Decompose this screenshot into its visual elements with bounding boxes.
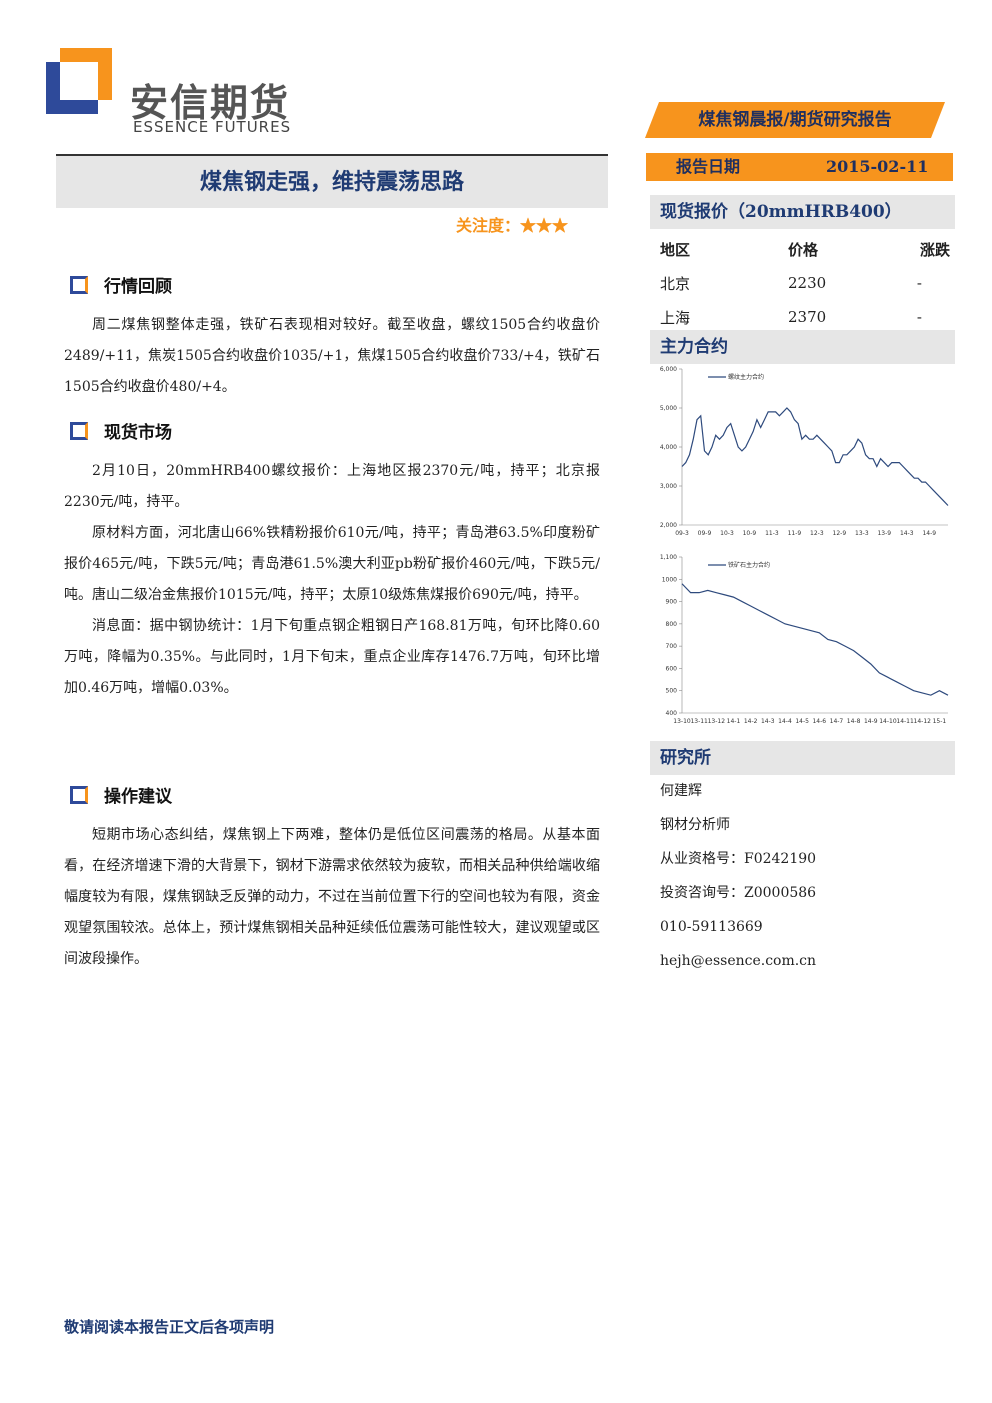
cell: 北京: [660, 274, 691, 293]
y-tick-label: 2,000: [660, 522, 677, 529]
chart: 400 500 600 700 800 900 1000 1,100 13-10 13-11 13-…: [660, 554, 949, 725]
paragraph: 原材料方面，河北唐山66%铁精粉报价610元/吨，持平；青岛港63.5%印度粉矿…: [64, 525, 600, 603]
report-tag: 煤焦钢晨报/期货研究报告: [645, 102, 945, 138]
icon: [70, 275, 88, 294]
paragraph: 周二煤焦钢整体走强，铁矿石表现相对较好。截至收盘，螺纹1505合约收盘价2489…: [64, 317, 600, 395]
line: [681, 583, 949, 696]
heading-text: 现货市场: [104, 423, 172, 443]
spot-heading: 现货报价（20mmHRB400）: [650, 195, 955, 229]
y-tick-label: 1,100: [660, 554, 677, 561]
legend-label: 铁矿石主力合约: [728, 561, 770, 569]
paragraph: 2月10日，20mmHRB400螺纹报价：上海地区报2370元/吨，持平；北京报…: [64, 463, 600, 510]
y-tick-label: 400: [666, 710, 678, 717]
table-header: 地区 价格 涨跌: [660, 232, 950, 266]
section-heading: 现货市场: [70, 418, 172, 443]
cell: -: [916, 274, 922, 292]
paragraph: 消息面：据中钢协统计：1月下旬重点钢企粗钢日产168.81万吨，旬环比降0.60…: [64, 618, 600, 696]
futures-heading: 主力合约: [650, 330, 955, 364]
y-tick-label: 5,000: [660, 405, 677, 412]
x-tick-label: 14-9: [922, 530, 936, 537]
x-tick-label: 14-9: [864, 718, 878, 725]
cell: 2230: [788, 274, 827, 292]
x-tick-label: 09-9: [698, 530, 712, 537]
paragraph: 短期市场心态纠结，煤焦钢上下两难，整体仍是低位区间震荡的格局。从基本面看，在经济…: [64, 827, 600, 967]
date-value: 2015-02-11: [826, 157, 929, 176]
x-tick-label: 14-1: [727, 718, 741, 725]
table-row: 北京 2230 -: [660, 266, 950, 300]
icon: [70, 421, 88, 440]
research-heading: 研究所: [650, 741, 955, 775]
y-tick-label: 800: [666, 621, 678, 628]
research-line: 010-59113669: [660, 919, 763, 935]
report-date: 报告日期 2015-02-11: [646, 153, 953, 181]
x-tick-label: 09-3: [675, 530, 689, 537]
x-tick-label: 14-3: [761, 718, 775, 725]
x-tick-label: 14-5: [795, 718, 809, 725]
x-tick-label: 14-11: [896, 718, 914, 725]
x-tick-label: 14-8: [847, 718, 861, 725]
x-tick-label: 14-6: [812, 718, 826, 725]
legend-label: 螺纹主力合约: [728, 373, 764, 381]
x-tick-label: 14-10: [879, 718, 897, 725]
icon: [70, 785, 88, 804]
x-tick-label: 13-11: [690, 718, 708, 725]
column-header: 地区: [660, 240, 691, 259]
logo-subtext: ESSENCE FUTURES: [133, 118, 292, 136]
section-heading: 操作建议: [70, 782, 172, 807]
x-tick-label: 14-3: [900, 530, 914, 537]
attention: 关注度：★★★: [456, 216, 569, 235]
heading-text: 操作建议: [104, 787, 172, 807]
chart: 2,000 3,000 4,000 5,000 6,000 09-3 09-9 10-3 10-…: [660, 366, 949, 537]
x-tick-label: 10-9: [743, 530, 757, 537]
x-tick-label: 14-4: [778, 718, 792, 725]
footer: 敬请阅读本报告正文后各项声明: [64, 1318, 275, 1336]
column-header: 价格: [788, 240, 819, 259]
research-line: 何建辉: [660, 783, 702, 799]
x-tick-label: 11-3: [765, 530, 779, 537]
table-row: 上海 2370 -: [660, 300, 950, 334]
y-tick-label: 900: [666, 599, 678, 606]
x-tick-label: 14-7: [830, 718, 844, 725]
y-tick-label: 3,000: [660, 483, 677, 490]
logo-mark: [46, 48, 112, 114]
research-line: 投资咨询号：Z0000586: [660, 885, 817, 901]
cell: 2370: [788, 308, 827, 326]
cell: 上海: [660, 308, 691, 327]
date-label: 报告日期: [676, 157, 741, 176]
research-line: hejh@essence.com.cn: [660, 953, 817, 969]
y-tick-label: 600: [666, 665, 678, 672]
y-tick-label: 4,000: [660, 444, 677, 451]
x-tick-label: 13-9: [877, 530, 891, 537]
y-tick-label: 500: [666, 688, 678, 695]
x-tick-label: 14-12: [914, 718, 932, 725]
column-header: 涨跌: [919, 240, 950, 259]
x-tick-label: 11-9: [788, 530, 802, 537]
line: [681, 407, 949, 506]
x-tick-label: 13-3: [855, 530, 869, 537]
report-title: 煤焦钢走强，维持震荡思路: [56, 154, 608, 208]
cell: -: [916, 308, 922, 326]
heading-text: 行情回顾: [104, 277, 172, 297]
logo-text: 安信期货: [130, 81, 291, 125]
x-tick-label: 12-9: [833, 530, 847, 537]
x-tick-label: 13-12: [708, 718, 726, 725]
spot-table: 地区 价格 涨跌北京 2230 - 上海 2370 -: [660, 232, 950, 334]
research-line: 从业资格号：F0242190: [660, 851, 817, 867]
y-tick-label: 6,000: [660, 366, 677, 373]
y-tick-label: 1000: [662, 576, 677, 583]
x-tick-label: 13-10: [673, 718, 691, 725]
section-heading: 行情回顾: [70, 272, 172, 297]
x-tick-label: 10-3: [720, 530, 734, 537]
y-tick-label: 700: [666, 643, 678, 650]
x-tick-label: 14-2: [744, 718, 758, 725]
research-line: 钢材分析师: [660, 817, 730, 833]
x-tick-label: 12-3: [810, 530, 824, 537]
x-tick-label: 15-1: [933, 718, 947, 725]
